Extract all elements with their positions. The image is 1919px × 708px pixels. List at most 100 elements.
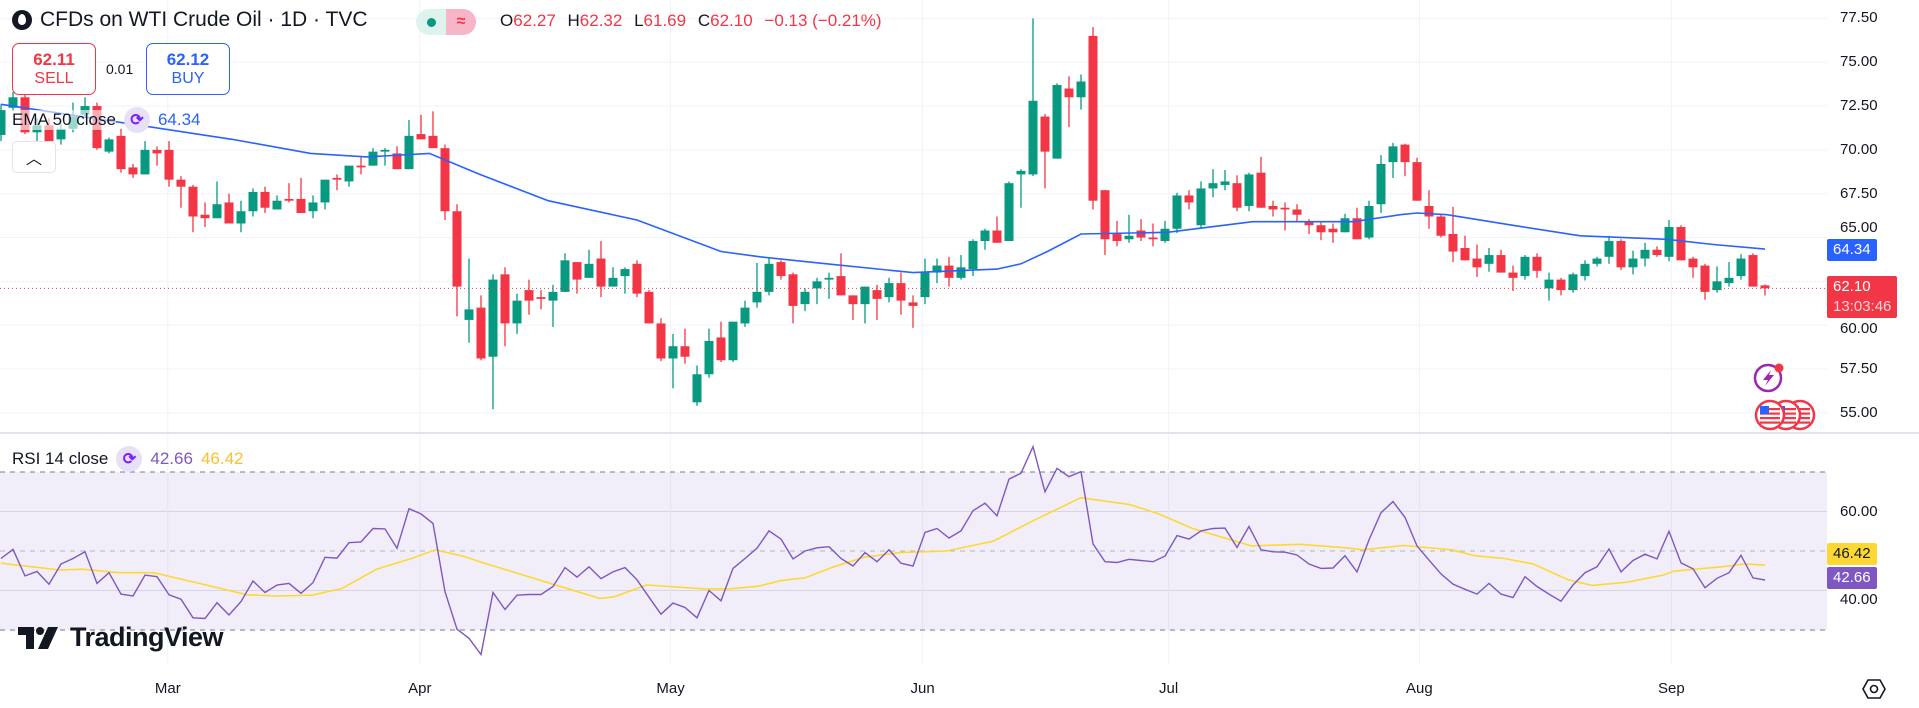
bar-countdown: 13:03:46 xyxy=(1833,298,1892,315)
candle xyxy=(1004,181,1014,242)
candle xyxy=(860,286,870,324)
candle-body xyxy=(1424,205,1434,217)
symbol-title[interactable]: CFDs on WTI Crude Oil · 1D · TVC xyxy=(12,8,368,32)
tradingview-logo-icon xyxy=(18,626,58,649)
candle-body xyxy=(8,97,18,108)
candle-body xyxy=(1676,227,1686,261)
candle-body xyxy=(1400,144,1410,163)
candle xyxy=(1076,74,1086,110)
open-label: O xyxy=(500,11,514,30)
sell-label: SELL xyxy=(34,70,74,87)
lightning-event-icon[interactable] xyxy=(1752,360,1786,394)
flag-stripe xyxy=(1760,421,1780,424)
candle-body xyxy=(0,110,6,135)
collapse-legend-button[interactable]: ︿ xyxy=(12,141,56,173)
candle xyxy=(1400,143,1410,177)
candle-body xyxy=(368,151,378,166)
candle-body xyxy=(764,263,774,292)
candle xyxy=(1472,244,1482,277)
candle-body xyxy=(848,295,858,305)
rsi-legend-value: 42.66 xyxy=(150,449,193,468)
candle-body xyxy=(1580,263,1590,277)
market-status[interactable]: ≈ xyxy=(416,9,476,35)
candle xyxy=(668,333,678,389)
candle xyxy=(1664,219,1674,262)
candle xyxy=(1568,272,1578,293)
candle-body xyxy=(584,263,594,278)
candle xyxy=(788,272,798,324)
price-tick-label: 72.50 xyxy=(1840,97,1878,115)
low-value: 61.69 xyxy=(643,11,687,30)
candle xyxy=(1580,260,1590,281)
candle-body xyxy=(680,346,690,357)
candle xyxy=(296,177,306,213)
candle-body xyxy=(428,135,438,149)
candle xyxy=(992,216,1002,243)
candle xyxy=(1508,265,1518,291)
candle xyxy=(320,179,330,210)
candle-body xyxy=(452,211,462,287)
candle-body xyxy=(200,214,210,219)
chart-settings-icon[interactable] xyxy=(1862,678,1886,700)
tradingview-logo[interactable]: TradingView xyxy=(18,622,224,653)
rsi-legend[interactable]: RSI 14 close ⟳ 42.66 46.42 xyxy=(12,446,243,472)
candle-body xyxy=(1712,281,1722,291)
candle-body xyxy=(1100,190,1110,240)
high-label: H xyxy=(567,11,580,30)
candle-body xyxy=(440,148,450,212)
candle-body xyxy=(1052,85,1062,159)
candle-body xyxy=(668,346,678,359)
candle-body xyxy=(512,300,522,324)
candle-body xyxy=(716,337,726,361)
candle-body xyxy=(968,241,978,270)
candle xyxy=(512,293,522,334)
candle-body xyxy=(536,297,546,299)
candle xyxy=(1424,190,1434,229)
flag-ring xyxy=(1754,399,1786,431)
buy-button[interactable]: 62.12 BUY xyxy=(146,43,230,95)
candle xyxy=(692,365,702,406)
candle xyxy=(188,184,198,233)
candle-body xyxy=(596,258,606,287)
candle xyxy=(1532,253,1542,278)
delayed-data-icon[interactable]: ≈ xyxy=(446,9,476,35)
candle xyxy=(836,253,846,296)
candle xyxy=(176,176,186,208)
candle-body xyxy=(1484,255,1494,264)
candle xyxy=(1232,175,1242,212)
refresh-cycle-icon[interactable]: ⟳ xyxy=(116,446,143,472)
candle-body xyxy=(1184,195,1194,203)
candle-body xyxy=(1700,265,1710,292)
candle xyxy=(644,290,654,324)
market-open-dot-icon[interactable] xyxy=(416,9,446,35)
candle-body xyxy=(1364,205,1374,238)
sell-button[interactable]: 62.11 SELL xyxy=(12,43,96,95)
candle xyxy=(200,202,210,228)
candle xyxy=(560,253,570,292)
candle xyxy=(1136,219,1146,242)
candle-body xyxy=(1304,221,1314,226)
candle-body xyxy=(812,281,822,289)
flag-canton xyxy=(1760,406,1769,414)
candle-body xyxy=(932,265,942,273)
candle xyxy=(656,318,666,362)
candle-body xyxy=(1064,88,1074,98)
refresh-cycle-icon[interactable]: ⟳ xyxy=(123,107,150,133)
candle-body xyxy=(404,135,414,170)
candle-body xyxy=(548,291,558,301)
candle-body xyxy=(1760,285,1770,289)
oil-drop-icon xyxy=(12,10,32,30)
low-label: L xyxy=(634,11,644,30)
candle-body xyxy=(1088,35,1098,201)
candle xyxy=(224,193,234,224)
candle xyxy=(1700,263,1710,300)
flag-stripe xyxy=(1760,412,1780,415)
ema-legend[interactable]: EMA 50 close ⟳ 64.34 xyxy=(12,107,201,133)
us-economic-events-icon[interactable] xyxy=(1750,398,1822,432)
month-label: Sep xyxy=(1658,680,1685,697)
candle-body xyxy=(332,177,342,180)
candle xyxy=(500,267,510,347)
candle xyxy=(824,272,834,299)
candle xyxy=(1724,262,1734,287)
